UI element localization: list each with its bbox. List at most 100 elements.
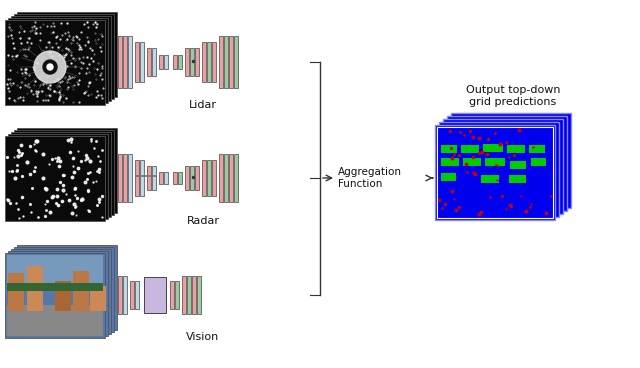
Bar: [187, 276, 191, 314]
Bar: [437, 127, 553, 218]
Bar: [441, 173, 456, 181]
Text: Radar: Radar: [186, 216, 220, 226]
Bar: [7, 283, 103, 290]
Bar: [229, 154, 233, 202]
Bar: [123, 154, 127, 202]
Bar: [443, 119, 563, 214]
Bar: [159, 55, 163, 69]
Bar: [202, 42, 206, 82]
Bar: [17, 11, 117, 96]
Text: Lidar: Lidar: [189, 99, 217, 110]
Bar: [435, 125, 555, 220]
Bar: [14, 247, 114, 332]
Bar: [144, 277, 166, 313]
Bar: [27, 265, 43, 311]
Bar: [207, 160, 211, 196]
Bar: [224, 154, 228, 202]
Bar: [510, 161, 526, 169]
Bar: [219, 154, 223, 202]
Bar: [5, 20, 105, 105]
Bar: [202, 160, 206, 196]
Circle shape: [47, 64, 53, 70]
Bar: [140, 160, 144, 196]
Bar: [152, 166, 156, 190]
Bar: [461, 145, 479, 153]
Bar: [212, 42, 216, 82]
Bar: [483, 144, 503, 152]
Bar: [439, 122, 559, 217]
Bar: [164, 172, 168, 184]
Bar: [14, 130, 114, 215]
Bar: [234, 36, 238, 88]
Bar: [118, 154, 122, 202]
Bar: [90, 286, 106, 311]
Bar: [190, 166, 194, 190]
Bar: [147, 48, 151, 76]
Bar: [147, 166, 151, 190]
Bar: [55, 280, 71, 311]
Bar: [447, 116, 567, 211]
Bar: [192, 276, 196, 314]
Bar: [11, 131, 111, 216]
Bar: [8, 251, 108, 336]
Bar: [463, 158, 481, 166]
Bar: [229, 36, 233, 88]
Bar: [135, 160, 139, 196]
Circle shape: [43, 60, 57, 74]
Bar: [529, 145, 545, 153]
Bar: [135, 42, 139, 82]
Bar: [152, 48, 156, 76]
Bar: [185, 166, 189, 190]
Bar: [197, 276, 201, 314]
Bar: [118, 36, 122, 88]
Bar: [5, 135, 105, 220]
Bar: [175, 281, 179, 309]
Bar: [507, 145, 525, 153]
Bar: [8, 272, 24, 311]
Bar: [195, 166, 199, 190]
Bar: [173, 55, 177, 69]
Bar: [207, 42, 211, 82]
Bar: [8, 134, 108, 219]
Bar: [195, 48, 199, 76]
Bar: [128, 36, 132, 88]
Bar: [212, 160, 216, 196]
Bar: [159, 172, 163, 184]
Bar: [178, 55, 182, 69]
Bar: [7, 255, 103, 283]
Bar: [173, 172, 177, 184]
Bar: [7, 305, 103, 336]
Bar: [8, 18, 108, 103]
Bar: [164, 55, 168, 69]
Bar: [140, 42, 144, 82]
Bar: [5, 252, 105, 337]
Bar: [178, 172, 182, 184]
Bar: [234, 154, 238, 202]
Bar: [224, 36, 228, 88]
Bar: [11, 248, 111, 333]
Bar: [441, 145, 457, 153]
Bar: [509, 175, 526, 183]
Text: Vision: Vision: [186, 333, 220, 343]
Text: Aggregation
Function: Aggregation Function: [338, 167, 402, 189]
Bar: [441, 158, 459, 166]
Bar: [11, 15, 111, 100]
Bar: [135, 281, 139, 309]
Bar: [531, 158, 546, 166]
Bar: [123, 36, 127, 88]
Circle shape: [34, 51, 66, 83]
Bar: [130, 281, 134, 309]
Bar: [128, 154, 132, 202]
Bar: [481, 175, 499, 183]
Bar: [118, 276, 122, 314]
Bar: [185, 48, 189, 76]
Bar: [219, 36, 223, 88]
Bar: [170, 281, 174, 309]
Bar: [17, 127, 117, 212]
Text: Output top-down
grid predictions: Output top-down grid predictions: [466, 85, 560, 107]
Bar: [190, 48, 194, 76]
Bar: [14, 14, 114, 99]
Bar: [451, 113, 571, 208]
Bar: [485, 158, 505, 166]
Bar: [182, 276, 186, 314]
